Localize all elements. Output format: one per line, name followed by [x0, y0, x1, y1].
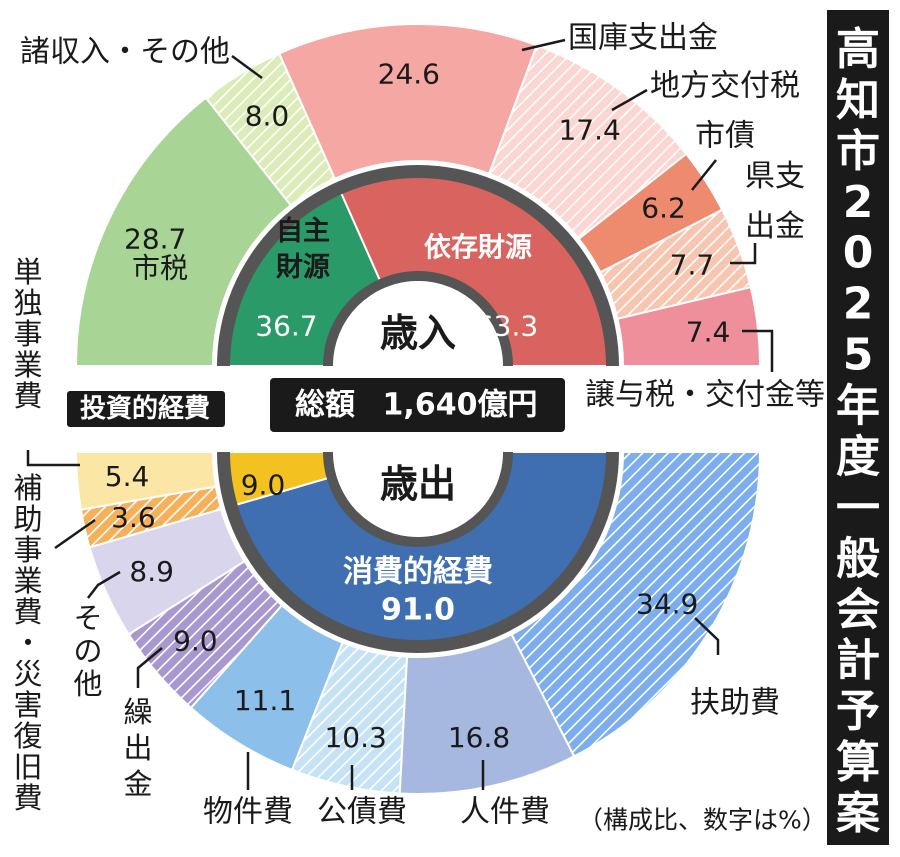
expenditure-inner-label-0: 投資的経費 [80, 393, 210, 424]
lead-revenue-3 [611, 88, 648, 112]
title-char: 度 [836, 431, 880, 482]
investment-label-box [67, 391, 225, 427]
title-char: 高 [836, 24, 880, 75]
expenditure-inner-label-1: 消費的経費 [343, 555, 493, 590]
revenue-inner-value-1: 63.3 [476, 310, 538, 343]
title-char: 2 [843, 177, 874, 228]
lead-revenue-5 [730, 243, 757, 265]
revenue-outer-value-1: 8.0 [245, 100, 290, 133]
title-char: 計 [836, 635, 880, 686]
revenue-outer-value-5: 7.7 [670, 248, 715, 281]
title-char: 市 [836, 126, 880, 177]
expenditure-label: 歳出 [380, 462, 456, 506]
title-char: 案 [836, 788, 881, 839]
expenditure-outer-value-6: 16.8 [448, 721, 510, 754]
title-char: 2 [843, 279, 874, 330]
expenditure-outer-label-0: 単独事業費 [13, 255, 42, 413]
expenditure-outer-value-1: 3.6 [111, 501, 156, 534]
core-band [323, 271, 513, 366]
title-char: 会 [836, 584, 880, 635]
expenditure-outer-label-2: その他 [73, 601, 102, 701]
revenue-outer-label-4: 市債 [695, 119, 755, 154]
revenue-inner-label-0: 自主財源 [276, 215, 330, 283]
lead-revenue-1 [231, 54, 263, 80]
title-char: 一 [836, 482, 880, 533]
title-char: 0 [843, 228, 874, 279]
lead-exp-1 [54, 518, 96, 550]
expenditure-outer-value-7: 34.9 [636, 588, 698, 621]
revenue-outer-label-6: 譲与税・交付金等 [585, 378, 825, 413]
expenditure-inner-value-0: 9.0 [241, 469, 286, 502]
leader-lines [26, 38, 774, 790]
lead-revenue-4 [691, 159, 717, 191]
expenditure-outer-label-3: 繰出金 [123, 695, 152, 801]
title-char: 予 [836, 686, 880, 737]
expenditure-outer-label-1: 補助事業費・災害復旧費 [13, 471, 42, 815]
expenditure-outer-value-3: 9.0 [173, 624, 218, 657]
expenditure-outer-value-5: 10.3 [324, 721, 386, 754]
total-box: 総額 1,640億円 [270, 378, 565, 432]
outer-slice-p0-6 [616, 286, 762, 367]
expenditure-outer-label-5: 公債費 [317, 795, 407, 830]
revenue-outer-value-2: 24.6 [378, 58, 440, 91]
title-char: 算 [836, 737, 880, 788]
core [333, 452, 503, 537]
revenue-inner-value-0: 36.7 [255, 310, 317, 343]
lead-revenue-6 [742, 329, 774, 372]
expenditure-outer-label-4: 物件費 [203, 795, 293, 830]
total-value: 1,640億円 [383, 388, 538, 423]
revenue-outer-label-3: 地方交付税 [650, 69, 800, 104]
revenue-label: 歳入 [380, 311, 456, 355]
title-char: 般 [836, 533, 880, 584]
outer-slice-p0-0 [74, 96, 293, 367]
chart-labels: 28.7 8.0 24.6 17.4 6.2 7.7 7.4 36.7 自主財源 63.3 依存財源… [13, 21, 825, 830]
chart-rings [74, 23, 762, 795]
lead-exp-3 [136, 647, 163, 688]
lead-revenue-2 [521, 38, 566, 52]
revenue-outer-label-0: 市税 [132, 252, 188, 285]
outer-slice-p1-7 [510, 451, 762, 758]
revenue-outer-value-0: 28.7 [124, 222, 186, 255]
lead-exp-7 [694, 617, 720, 655]
revenue-outer-label-2: 国庫支出金 [568, 21, 718, 56]
expenditure-outer-label-6: 人件費 [460, 795, 550, 830]
expenditure-outer-value-2: 8.9 [129, 555, 174, 588]
title-char: 知 [836, 75, 880, 126]
expenditure-inner-value-1: 91.0 [381, 593, 455, 628]
revenue-outer-value-6: 7.4 [686, 316, 731, 349]
revenue-inner-label-1: 依存財源 [424, 233, 532, 264]
revenue-outer-value-4: 6.2 [641, 191, 686, 224]
chart-centers [333, 281, 503, 537]
core-band [323, 452, 513, 547]
title-char: 5 [843, 330, 874, 381]
expenditure-outer-value-4: 11.1 [234, 684, 296, 717]
revenue-outer-label-5: 県支出金 [745, 159, 805, 244]
revenue-outer-label-1: 諸収入・その他 [20, 35, 230, 70]
core [333, 281, 503, 366]
lead-exp-2 [87, 570, 121, 599]
expenditure-outer-label-7: 扶助費 [690, 686, 780, 721]
title-char: 年 [836, 381, 880, 432]
unit-note: （構成比、数字は%） [578, 806, 827, 835]
lead-exp-0 [26, 450, 80, 467]
revenue-outer-value-3: 17.4 [558, 113, 620, 146]
expenditure-outer-value-0: 5.4 [105, 460, 150, 493]
total-label: 総額 [295, 388, 355, 423]
